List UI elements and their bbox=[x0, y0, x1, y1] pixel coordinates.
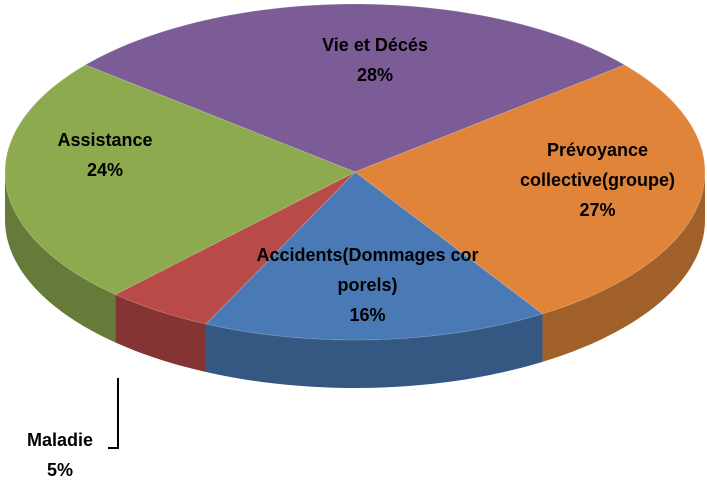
category-name: Vie et Décés bbox=[322, 35, 428, 55]
slice bbox=[204, 171, 544, 341]
slice-label: Accidents(Dommages corporels) 16% bbox=[255, 240, 480, 330]
slice-side bbox=[205, 313, 543, 388]
percent-label: 16% bbox=[349, 305, 386, 325]
slice-label: Assistance 24% bbox=[20, 125, 190, 185]
category-name: Accidents(Dommages corporels) bbox=[256, 245, 479, 295]
category-name: Assistance bbox=[57, 130, 153, 150]
percent-label: 28% bbox=[356, 65, 394, 85]
slice-side bbox=[5, 172, 116, 343]
category-name: Prévoyance collective(groupe) bbox=[519, 140, 676, 190]
percent-label: 27% bbox=[579, 200, 616, 220]
percent-label: 5% bbox=[46, 460, 73, 480]
slice-label: Maladie 5% bbox=[10, 425, 110, 482]
percent-label: 24% bbox=[86, 160, 124, 180]
slice bbox=[353, 64, 706, 315]
slice-label: Prévoyance collective(groupe) 27% bbox=[495, 135, 700, 225]
slice-side bbox=[115, 294, 206, 373]
slice bbox=[4, 64, 357, 296]
slice-side bbox=[542, 172, 705, 362]
slice bbox=[114, 171, 356, 325]
leader-line bbox=[108, 378, 119, 449]
category-name: Maladie bbox=[26, 430, 94, 450]
slice-label: Vie et Décés 28% bbox=[270, 30, 480, 90]
slice bbox=[84, 3, 626, 173]
